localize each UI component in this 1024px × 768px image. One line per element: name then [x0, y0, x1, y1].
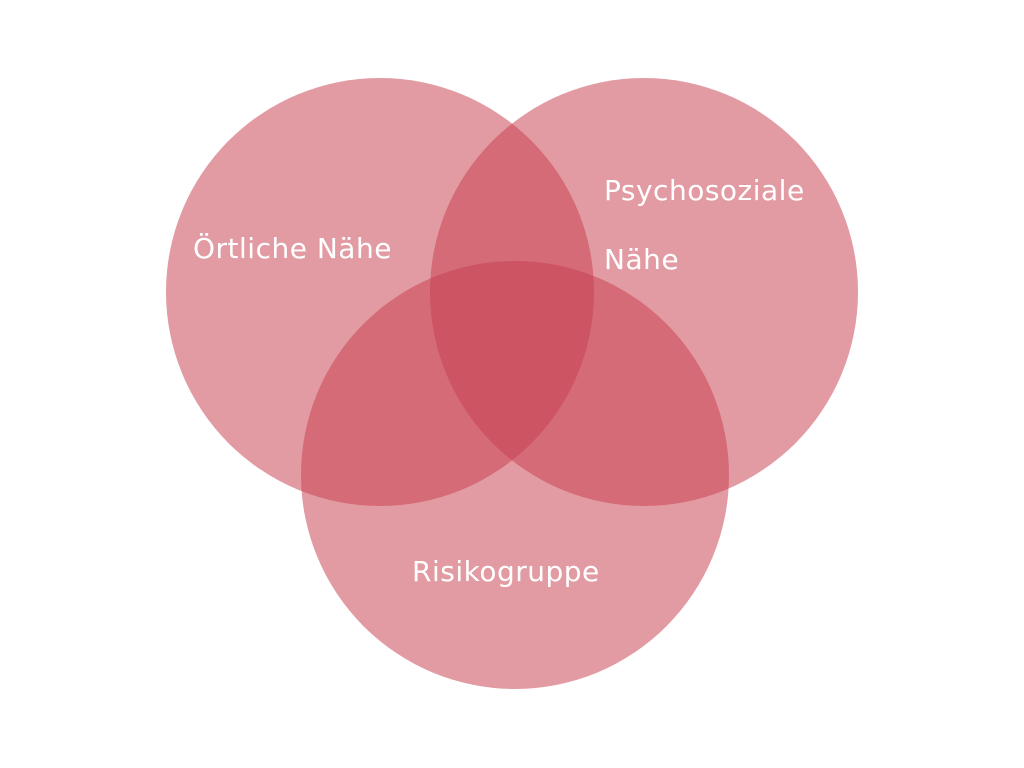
label-local: Örtliche Nähe — [193, 232, 392, 265]
label-psycho-line-1: Psychosoziale — [604, 174, 805, 207]
circle-risk — [301, 261, 729, 689]
label-psycho-line-2: Nähe — [604, 243, 680, 276]
label-risk: Risikogruppe — [412, 555, 600, 588]
